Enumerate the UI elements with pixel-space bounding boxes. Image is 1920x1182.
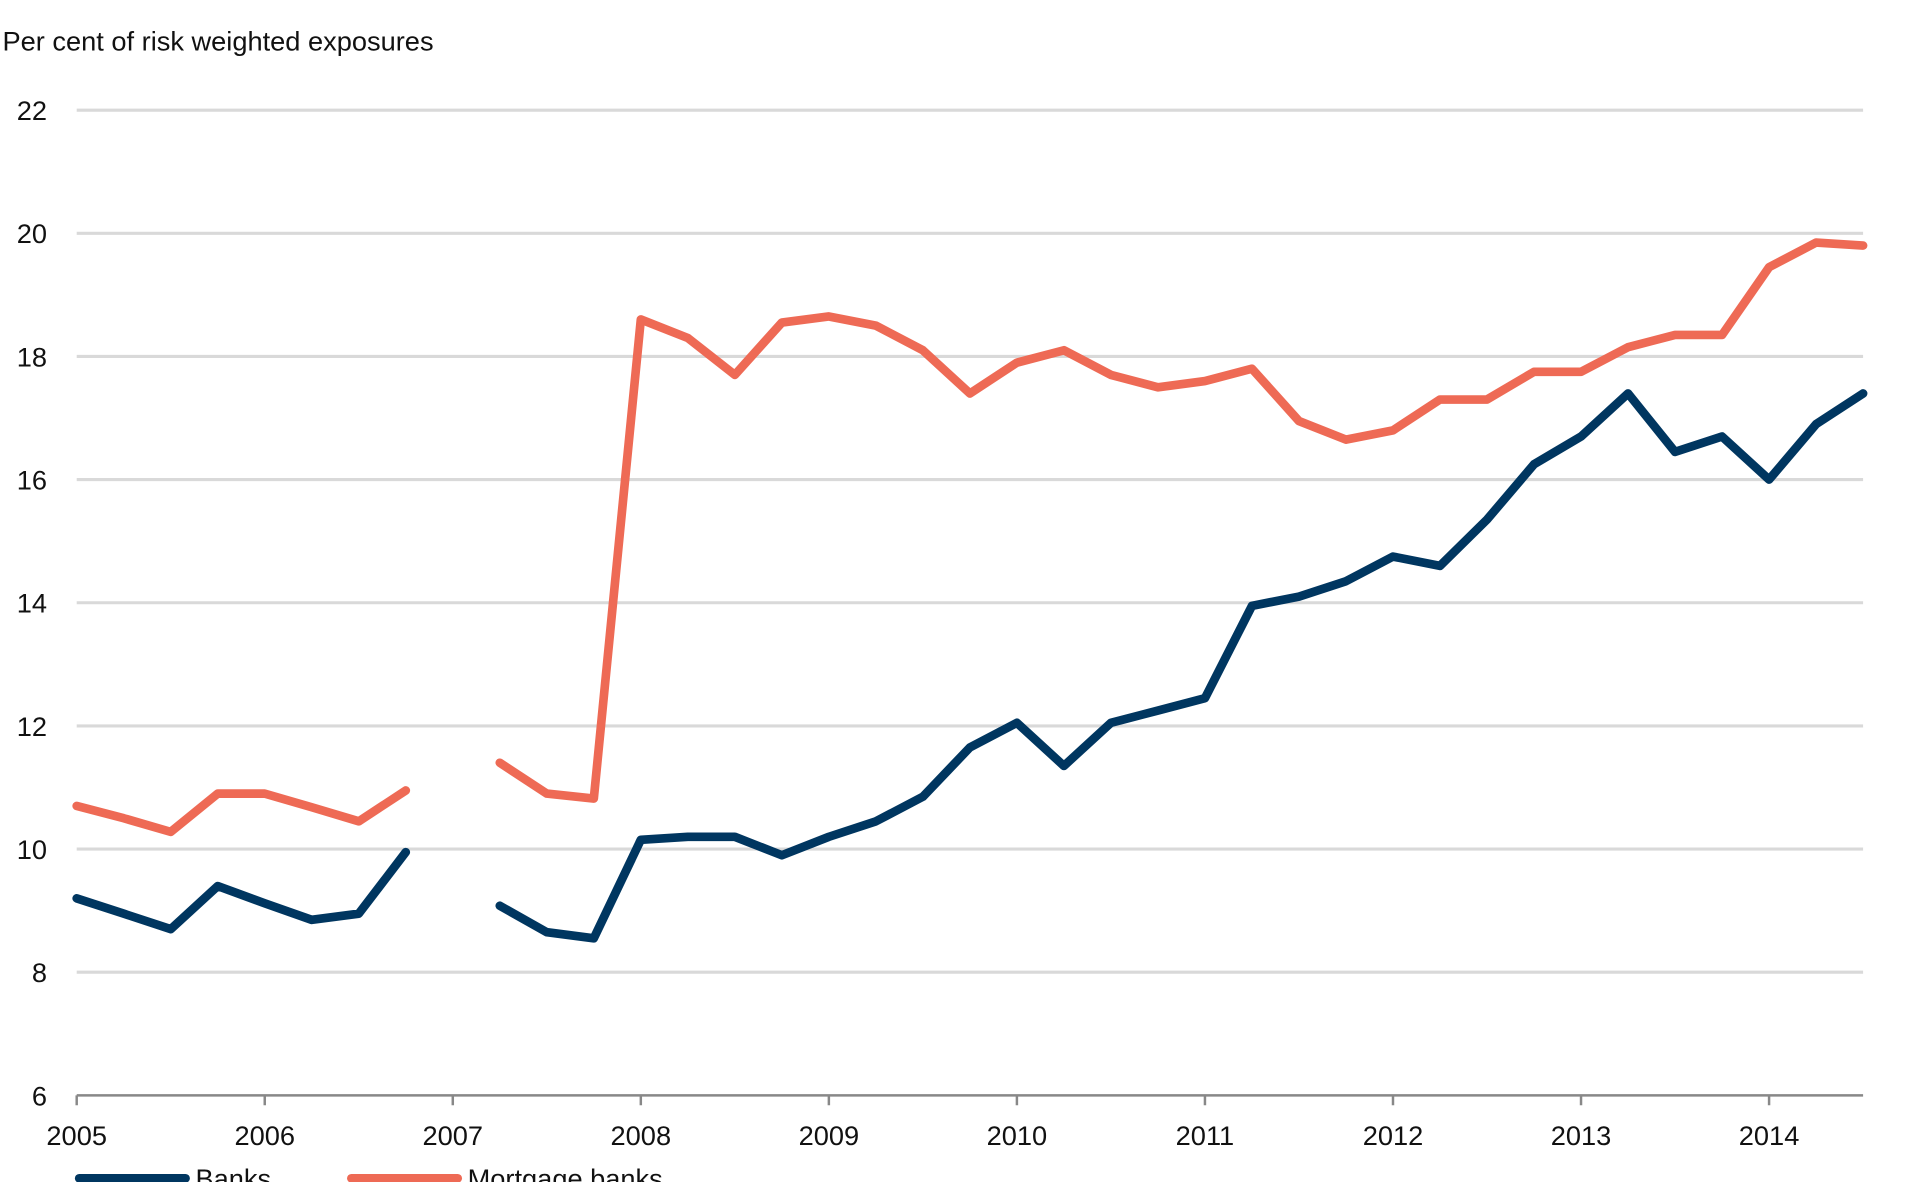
- x-tick-label: 2007: [423, 1120, 484, 1151]
- x-tick-label: 2005: [46, 1120, 107, 1151]
- y-tick-label: 18: [17, 341, 47, 372]
- x-tick-label: 2010: [987, 1120, 1048, 1151]
- y-tick-label: 8: [32, 957, 47, 988]
- x-tick-label: 2012: [1363, 1120, 1424, 1151]
- series-line-mortgage-banks: [72, 238, 1868, 837]
- x-tick-label: 2006: [234, 1120, 295, 1151]
- y-tick-label: 12: [17, 711, 47, 742]
- legend-label: Banks: [195, 1163, 271, 1182]
- x-tick-label: 2009: [799, 1120, 860, 1151]
- legend-label: Mortgage banks: [468, 1163, 663, 1182]
- series-lines: [72, 238, 1868, 943]
- y-tick-label: 20: [17, 218, 47, 249]
- y-tick-labels: 6 8 10 12 14 16 18 20 22: [17, 95, 47, 1111]
- legend: Banks Mortgage banks: [74, 1163, 663, 1182]
- y-axis-label: Per cent of risk weighted exposures: [2, 26, 433, 57]
- y-tick-label: 10: [17, 834, 47, 865]
- y-tick-label: 16: [17, 465, 47, 496]
- x-tick-labels: 2005 2006 2007 2008 2009 2010 2011 2012 2013 2014: [46, 1120, 1799, 1151]
- x-tick-label: 2014: [1739, 1120, 1800, 1151]
- gridlines: [75, 108, 1864, 1106]
- y-tick-label: 6: [32, 1080, 47, 1111]
- x-tick-label: 2013: [1551, 1120, 1612, 1151]
- x-tick-label: 2011: [1176, 1120, 1235, 1151]
- x-tick-label: 2008: [611, 1120, 672, 1151]
- y-tick-label: 22: [17, 95, 47, 126]
- y-tick-label: 14: [17, 588, 47, 619]
- series-line-banks: [72, 389, 1868, 943]
